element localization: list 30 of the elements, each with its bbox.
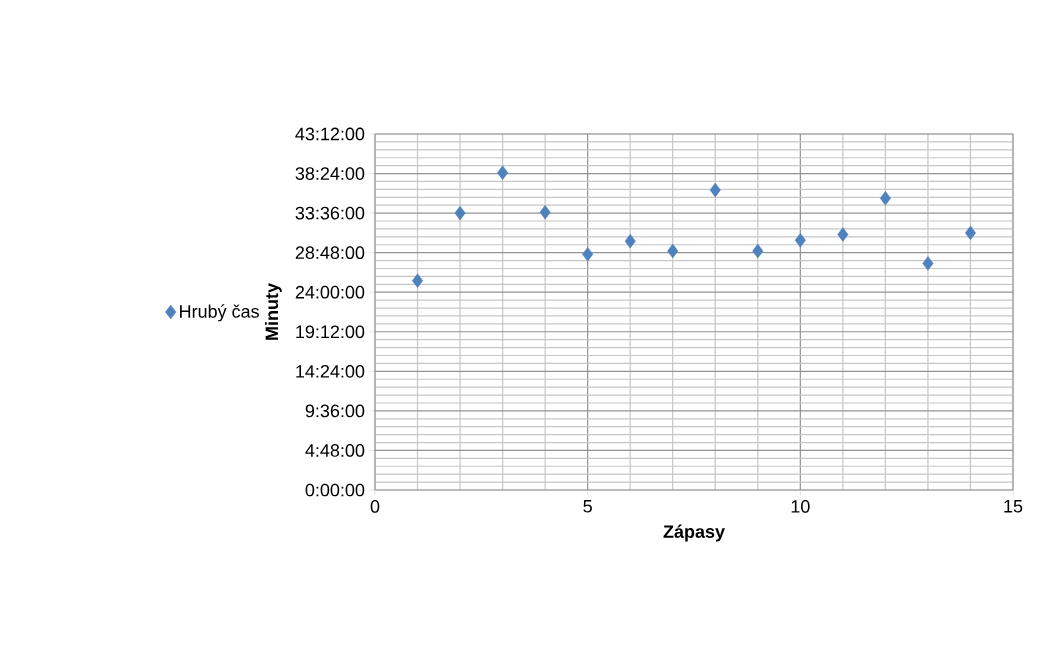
point (752, 243, 764, 259)
point (582, 247, 594, 262)
y-axis-title: Minuty (264, 283, 282, 340)
x-axis-title: Zápasy (663, 524, 725, 542)
x-tick-label: 15 (1004, 500, 1023, 513)
point (879, 191, 891, 206)
point (922, 256, 934, 271)
point (794, 233, 806, 248)
x-tick-label: 5 (583, 500, 592, 513)
point (454, 205, 466, 221)
y-tick-label: 38:24:00 (295, 167, 365, 180)
y-tick-label: 14:24:00 (296, 364, 365, 378)
y-tick-label: 28:48:00 (295, 246, 365, 260)
point (624, 233, 636, 249)
y-tick-label: 19:12:00 (296, 325, 365, 339)
legend-label: Hrubý čas (180, 304, 259, 322)
x-tick-label: 0 (370, 500, 380, 513)
y-tick-label: 33:36:00 (295, 206, 365, 220)
y-tick-label: 4:48:00 (305, 444, 365, 457)
point (667, 243, 679, 259)
x-tick-label: 10 (791, 500, 810, 513)
point (837, 227, 849, 242)
point (539, 205, 551, 220)
point (412, 273, 423, 288)
y-tick-label: 0:00:00 (305, 483, 365, 497)
point (709, 182, 721, 198)
y-tick-label: 43:12:00 (295, 127, 365, 141)
point (497, 165, 509, 180)
y-tick-label: 9:36:00 (305, 404, 365, 418)
y-tick-label: 24:00:00 (295, 285, 365, 299)
